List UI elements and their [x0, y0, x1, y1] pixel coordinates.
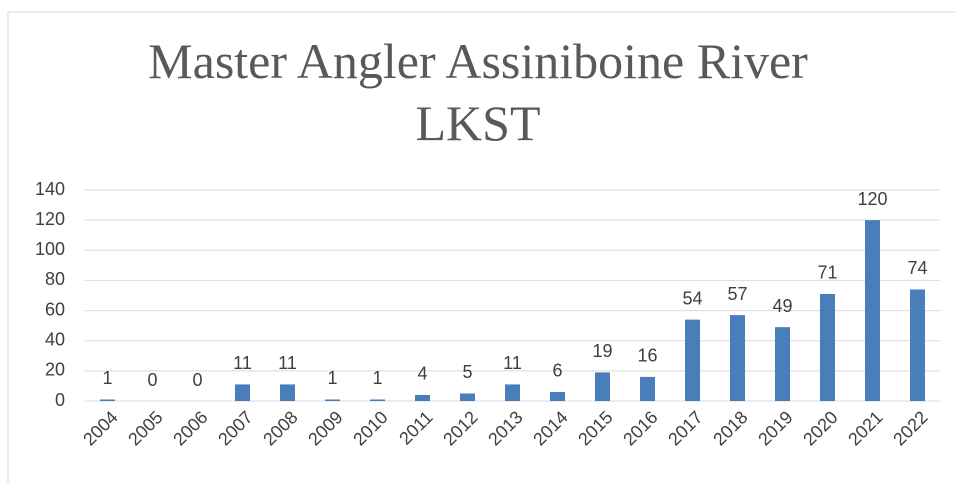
- y-tick-label: 120: [35, 209, 65, 229]
- bar: [640, 376, 655, 401]
- value-label: 11: [278, 353, 297, 373]
- bar: [415, 394, 430, 401]
- value-label: 0: [147, 370, 157, 390]
- x-tick-label: 2010: [349, 407, 391, 449]
- value-label: 71: [817, 263, 837, 283]
- bar: [775, 327, 790, 401]
- x-tick-label: 2018: [709, 407, 751, 449]
- y-tick-label: 0: [55, 390, 65, 410]
- bar: [505, 384, 520, 401]
- x-tick-label: 2016: [619, 407, 661, 449]
- value-label: 120: [857, 189, 887, 209]
- y-tick-label: 60: [45, 299, 65, 319]
- x-tick-label: 2017: [664, 407, 706, 449]
- value-label: 1: [102, 368, 112, 388]
- x-tick-label: 2007: [214, 407, 256, 449]
- value-label: 16: [637, 346, 657, 366]
- bar: [325, 399, 340, 401]
- bar: [460, 393, 475, 401]
- x-tick-label: 2011: [395, 407, 437, 449]
- x-tick-label: 2019: [754, 407, 796, 449]
- value-label: 1: [372, 368, 382, 388]
- y-tick-label: 100: [35, 239, 65, 259]
- value-label: 54: [682, 288, 702, 308]
- bar: [910, 289, 925, 401]
- value-label: 57: [727, 284, 747, 304]
- bar: [280, 384, 295, 401]
- y-tick-label: 40: [45, 329, 65, 349]
- x-tick-label: 2008: [259, 407, 301, 449]
- bar: [100, 399, 115, 401]
- x-tick-label: 2009: [304, 407, 346, 449]
- x-tick-label: 2004: [79, 407, 121, 449]
- value-label: 1: [327, 368, 337, 388]
- bar: [550, 391, 565, 401]
- x-tick-label: 2020: [799, 407, 841, 449]
- value-label: 11: [503, 353, 522, 373]
- x-tick-label: 2005: [124, 407, 166, 449]
- value-label: 5: [462, 362, 472, 382]
- x-tick-label: 2022: [889, 407, 931, 449]
- value-label: 6: [552, 361, 562, 381]
- y-tick-label: 80: [45, 269, 65, 289]
- x-tick-label: 2006: [169, 407, 211, 449]
- value-label: 19: [592, 341, 612, 361]
- value-label: 49: [772, 296, 792, 316]
- bar: [730, 315, 745, 401]
- chart-title: Master Angler Assiniboine River LKST: [148, 33, 808, 151]
- bar: [595, 372, 610, 401]
- y-tick-label: 20: [45, 360, 65, 380]
- x-tick-label: 2012: [439, 407, 481, 449]
- value-label: 0: [192, 370, 202, 390]
- bar: [865, 220, 880, 401]
- bar: [685, 319, 700, 401]
- bar: [370, 399, 385, 401]
- x-tick-label: 2015: [574, 407, 616, 449]
- value-label: 4: [417, 364, 427, 384]
- x-tick-label: 2021: [844, 407, 886, 449]
- x-tick-label: 2014: [529, 407, 571, 449]
- value-label: 11: [233, 353, 252, 373]
- value-label: 74: [907, 258, 927, 278]
- x-tick-label: 2013: [484, 407, 526, 449]
- y-tick-label: 140: [35, 179, 65, 199]
- bar: [820, 293, 835, 401]
- bar: [235, 384, 250, 401]
